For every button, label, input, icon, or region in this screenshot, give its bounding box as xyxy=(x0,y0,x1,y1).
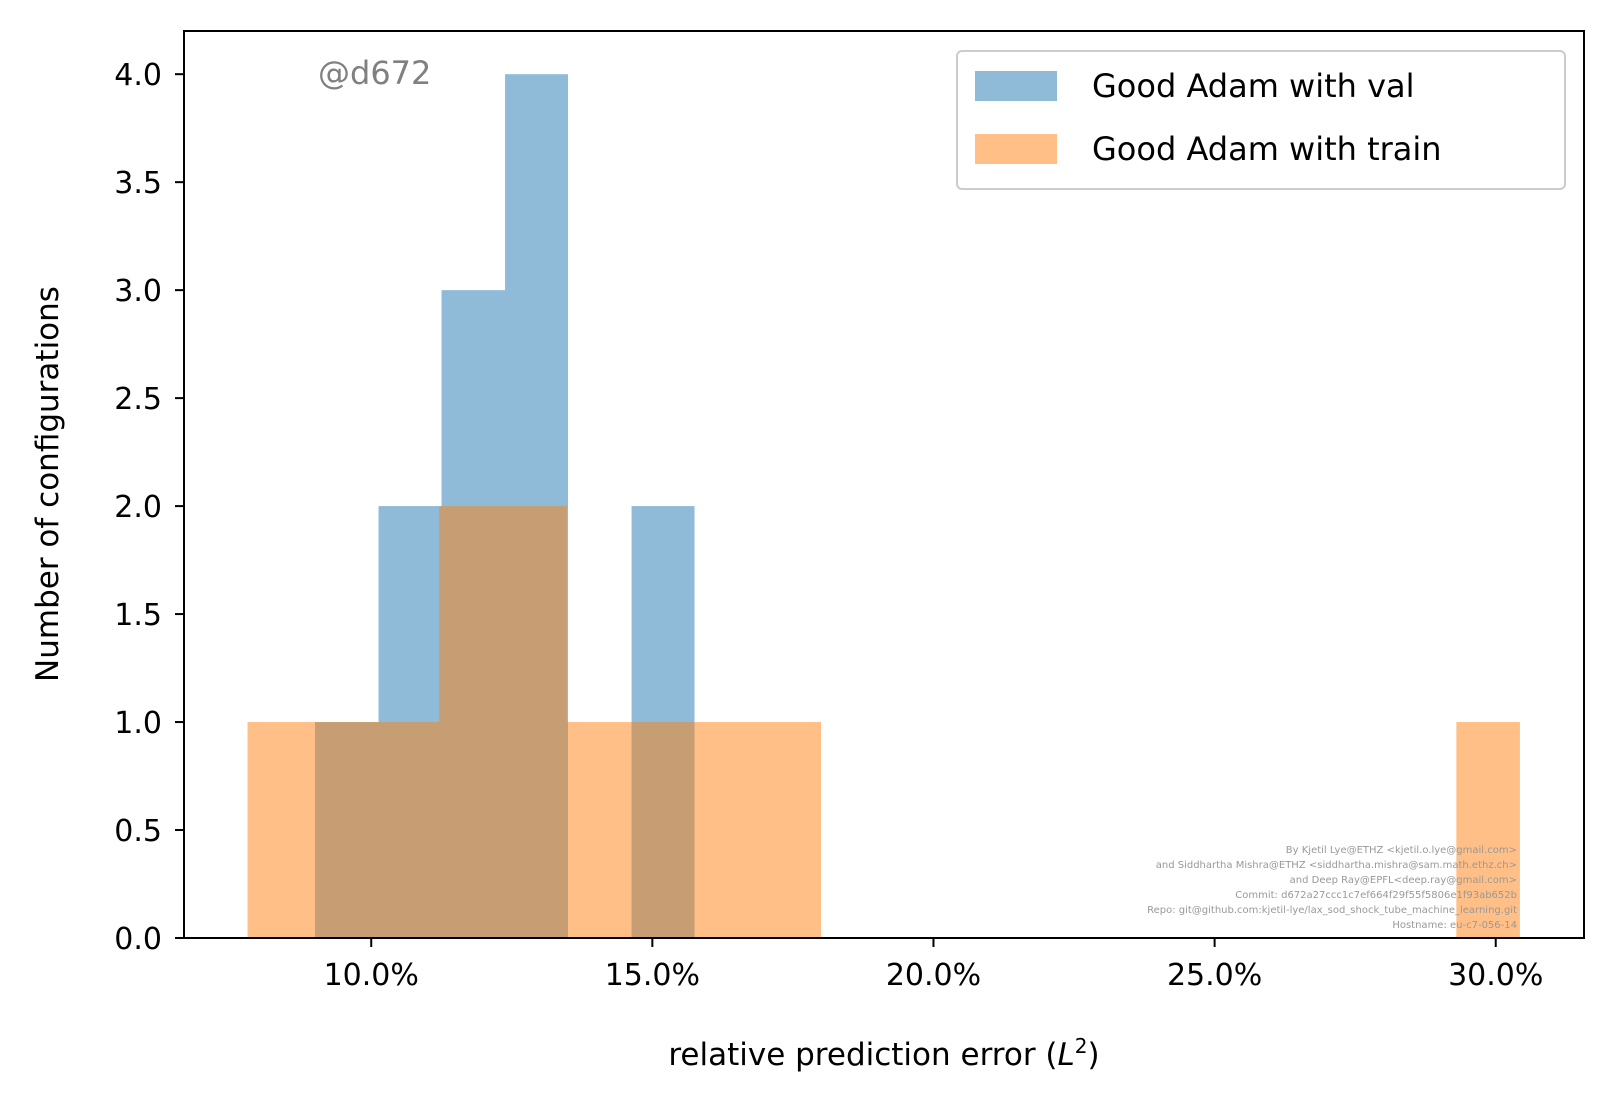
histogram-bar xyxy=(247,722,312,938)
y-tick-label: 1.0 xyxy=(114,706,162,741)
y-tick-label: 2.0 xyxy=(114,490,162,525)
credits-line: and Siddhartha Mishra@ETHZ <siddhartha.m… xyxy=(1156,860,1517,871)
y-tick-label: 1.5 xyxy=(114,598,162,633)
legend-label: Good Adam with val xyxy=(1092,67,1415,105)
legend-swatch xyxy=(975,71,1057,101)
histogram-bar xyxy=(439,506,567,938)
watermark-text: @d672 xyxy=(318,54,431,92)
y-tick-label: 3.0 xyxy=(114,274,162,309)
legend-swatch xyxy=(975,134,1057,164)
y-axis-label: Number of configurations xyxy=(30,286,66,682)
legend-label: Good Adam with train xyxy=(1092,130,1442,168)
x-axis-ticks: 10.0% 15.0% 20.0% 25.0% 30.0% xyxy=(324,938,1543,993)
credits-line: Repo: git@github.com:kjetil-lye/lax_sod_… xyxy=(1147,905,1517,916)
y-tick-label: 4.0 xyxy=(114,58,162,93)
y-tick-label: 2.5 xyxy=(114,382,162,417)
x-axis-label: relative prediction error (L2) xyxy=(668,1034,1099,1073)
y-axis-ticks: 0.0 0.5 1.0 1.5 2.0 2.5 3.0 3.5 4.0 xyxy=(114,58,184,957)
credits-line: and Deep Ray@EPFL<deep.ray@gmail.com> xyxy=(1290,875,1517,886)
histogram-bar xyxy=(311,722,440,938)
histogram-bar xyxy=(694,722,822,938)
x-tick-label: 15.0% xyxy=(605,958,700,993)
y-tick-label: 3.5 xyxy=(114,166,162,201)
plot-frame xyxy=(183,30,1585,939)
histogram-bars xyxy=(247,74,1520,939)
legend: Good Adam with val Good Adam with train xyxy=(956,50,1566,190)
y-tick-label: 0.0 xyxy=(114,922,162,957)
x-tick-label: 10.0% xyxy=(324,958,419,993)
credits-line: Commit: d672a27ccc1c7ef664f29f55f5806e1f… xyxy=(1235,890,1517,901)
histogram-bar xyxy=(566,722,695,938)
histogram-bar xyxy=(1456,722,1520,938)
credits-line: By Kjetil Lye@ETHZ <kjetil.o.lye@gmail.c… xyxy=(1286,845,1517,856)
x-tick-label: 20.0% xyxy=(886,958,981,993)
x-tick-label: 30.0% xyxy=(1448,958,1543,993)
credits-annotation: By Kjetil Lye@ETHZ <kjetil.o.lye@gmail.c… xyxy=(1147,845,1517,931)
legend-box xyxy=(956,50,1566,190)
credits-line: Hostname: eu-c7-056-14 xyxy=(1392,920,1517,931)
x-tick-label: 25.0% xyxy=(1167,958,1262,993)
y-tick-label: 0.5 xyxy=(114,814,162,849)
